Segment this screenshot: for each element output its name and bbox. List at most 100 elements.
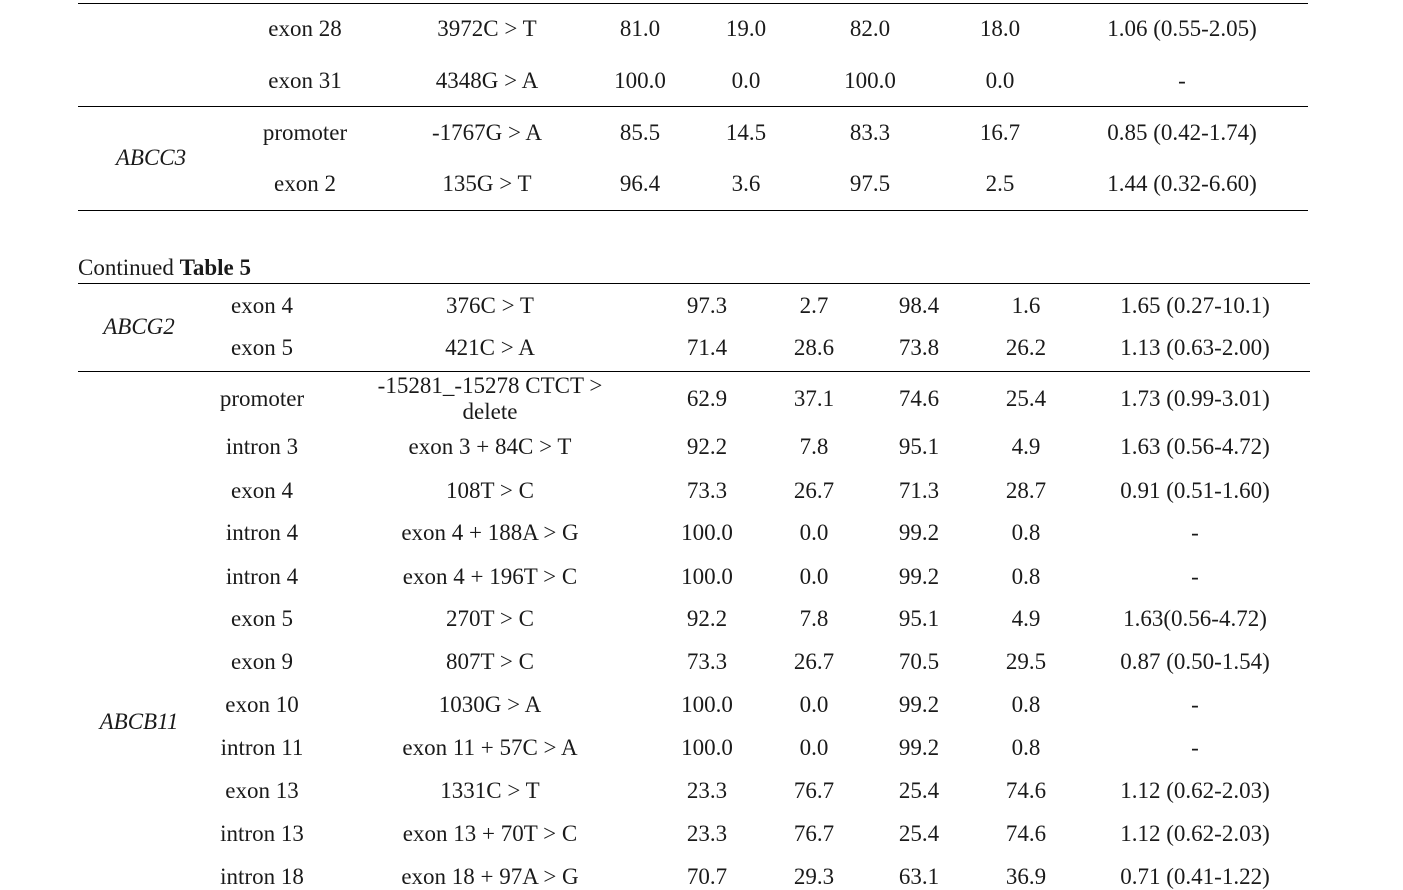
- cell-variant: exon 11 + 57C > A: [402, 735, 578, 760]
- table-rule-bottom: [78, 210, 1308, 211]
- cell-v4: 2.5: [985, 171, 1015, 196]
- cell-v1: 23.3: [686, 778, 728, 803]
- continued-table-rule-group-divider: [78, 371, 1310, 372]
- cell-variant: -15281_-15278 CTCT > delete: [377, 373, 603, 424]
- cell-region: intron 3: [225, 434, 299, 459]
- cell-variant: 3972C > T: [437, 16, 537, 41]
- cell-or: 0.71 (0.41-1.22): [1120, 864, 1270, 889]
- cell-or: 1.63 (0.56-4.72): [1120, 434, 1270, 459]
- cell-or: -: [1191, 520, 1199, 545]
- cell-variant: exon 4 + 196T > C: [402, 564, 578, 589]
- cell-or: 0.85 (0.42-1.74): [1107, 120, 1257, 145]
- cell-v3: 97.5: [849, 171, 891, 196]
- cell-v4: 4.9: [1011, 606, 1041, 631]
- cell-v4: 0.8: [1011, 735, 1041, 760]
- cell-v4: 0.8: [1011, 564, 1041, 589]
- cell-v4: 74.6: [1005, 778, 1047, 803]
- caption-table-label: Table 5: [179, 255, 251, 280]
- cell-v4: 1.6: [1011, 293, 1041, 318]
- cell-variant: exon 3 + 84C > T: [408, 434, 572, 459]
- cell-or: -: [1191, 564, 1199, 589]
- cell-v2: 0.0: [731, 68, 761, 93]
- cell-or: 1.63(0.56-4.72): [1123, 606, 1267, 631]
- cell-v4: 16.7: [979, 120, 1021, 145]
- cell-v2: 0.0: [799, 520, 829, 545]
- gene-label-abcc3: ABCC3: [115, 145, 187, 170]
- cell-v4: 29.5: [1005, 649, 1047, 674]
- cell-v1: 100.0: [681, 735, 733, 760]
- cell-v1: 97.3: [686, 293, 728, 318]
- cell-v3: 25.4: [898, 778, 940, 803]
- cell-region: exon 13: [225, 778, 299, 803]
- cell-v1: 92.2: [686, 606, 728, 631]
- cell-v1: 85.5: [619, 120, 661, 145]
- cell-variant: exon 4 + 188A > G: [401, 520, 579, 545]
- cell-region: intron 11: [220, 735, 304, 760]
- cell-variant: 1331C > T: [440, 778, 540, 803]
- cell-variant: 807T > C: [446, 649, 534, 674]
- cell-or: 1.65 (0.27-10.1): [1120, 293, 1270, 318]
- cell-v2: 76.7: [793, 778, 835, 803]
- cell-v3: 99.2: [898, 564, 940, 589]
- cell-variant: exon 18 + 97A > G: [401, 864, 579, 889]
- cell-v3: 99.2: [898, 735, 940, 760]
- cell-v4: 74.6: [1005, 821, 1047, 846]
- cell-region: intron 13: [220, 821, 304, 846]
- cell-variant: 270T > C: [446, 606, 534, 631]
- cell-v2: 7.8: [799, 434, 829, 459]
- continued-table-rule-top: [78, 283, 1310, 284]
- cell-region: exon 28: [268, 16, 342, 41]
- cell-v4: 26.2: [1005, 335, 1047, 360]
- cell-v3: 95.1: [898, 606, 940, 631]
- cell-v3: 99.2: [898, 692, 940, 717]
- table-rule-group-divider: [78, 106, 1308, 107]
- cell-v4: 25.4: [1005, 386, 1047, 411]
- cell-v3: 70.5: [898, 649, 940, 674]
- cell-or: 1.12 (0.62-2.03): [1120, 778, 1270, 803]
- cell-v2: 14.5: [725, 120, 767, 145]
- cell-v4: 0.0: [985, 68, 1015, 93]
- cell-region: intron 18: [220, 864, 304, 889]
- cell-region: exon 5: [231, 335, 293, 360]
- cell-v2: 76.7: [793, 821, 835, 846]
- cell-variant: 1030G > A: [438, 692, 542, 717]
- cell-v2: 0.0: [799, 692, 829, 717]
- cell-or: 0.91 (0.51-1.60): [1120, 478, 1270, 503]
- cell-v2: 26.7: [793, 478, 835, 503]
- cell-v1: 81.0: [619, 16, 661, 41]
- cell-v2: 0.0: [799, 735, 829, 760]
- cell-v2: 19.0: [725, 16, 767, 41]
- cell-v4: 36.9: [1005, 864, 1047, 889]
- cell-v4: 28.7: [1005, 478, 1047, 503]
- cell-v3: 74.6: [898, 386, 940, 411]
- cell-v3: 98.4: [898, 293, 940, 318]
- cell-v4: 18.0: [979, 16, 1021, 41]
- gene-label-abcb11: ABCB11: [99, 709, 179, 734]
- cell-v3: 83.3: [849, 120, 891, 145]
- cell-v1: 62.9: [686, 386, 728, 411]
- cell-variant: -1767G > A: [431, 120, 543, 145]
- cell-v1: 100.0: [614, 68, 666, 93]
- cell-v3: 82.0: [849, 16, 891, 41]
- cell-v1: 73.3: [686, 649, 728, 674]
- cell-v3: 95.1: [898, 434, 940, 459]
- cell-or: -: [1191, 692, 1199, 717]
- cell-v1: 100.0: [681, 520, 733, 545]
- cell-v2: 28.6: [793, 335, 835, 360]
- cell-v3: 25.4: [898, 821, 940, 846]
- cell-or: -: [1191, 735, 1199, 760]
- cell-or: -: [1178, 68, 1186, 93]
- cell-v3: 71.3: [898, 478, 940, 503]
- cell-v3: 73.8: [898, 335, 940, 360]
- cell-v2: 7.8: [799, 606, 829, 631]
- cell-region: exon 5: [231, 606, 293, 631]
- cell-variant: 376C > T: [446, 293, 534, 318]
- cell-v4: 0.8: [1011, 692, 1041, 717]
- cell-region: promoter: [262, 120, 348, 145]
- cell-v1: 100.0: [681, 692, 733, 717]
- table-caption: Continued Table 5: [78, 255, 251, 281]
- cell-v3: 100.0: [844, 68, 896, 93]
- cell-region: exon 4: [231, 478, 293, 503]
- cell-variant: 135G > T: [442, 171, 532, 196]
- cell-variant: 108T > C: [446, 478, 534, 503]
